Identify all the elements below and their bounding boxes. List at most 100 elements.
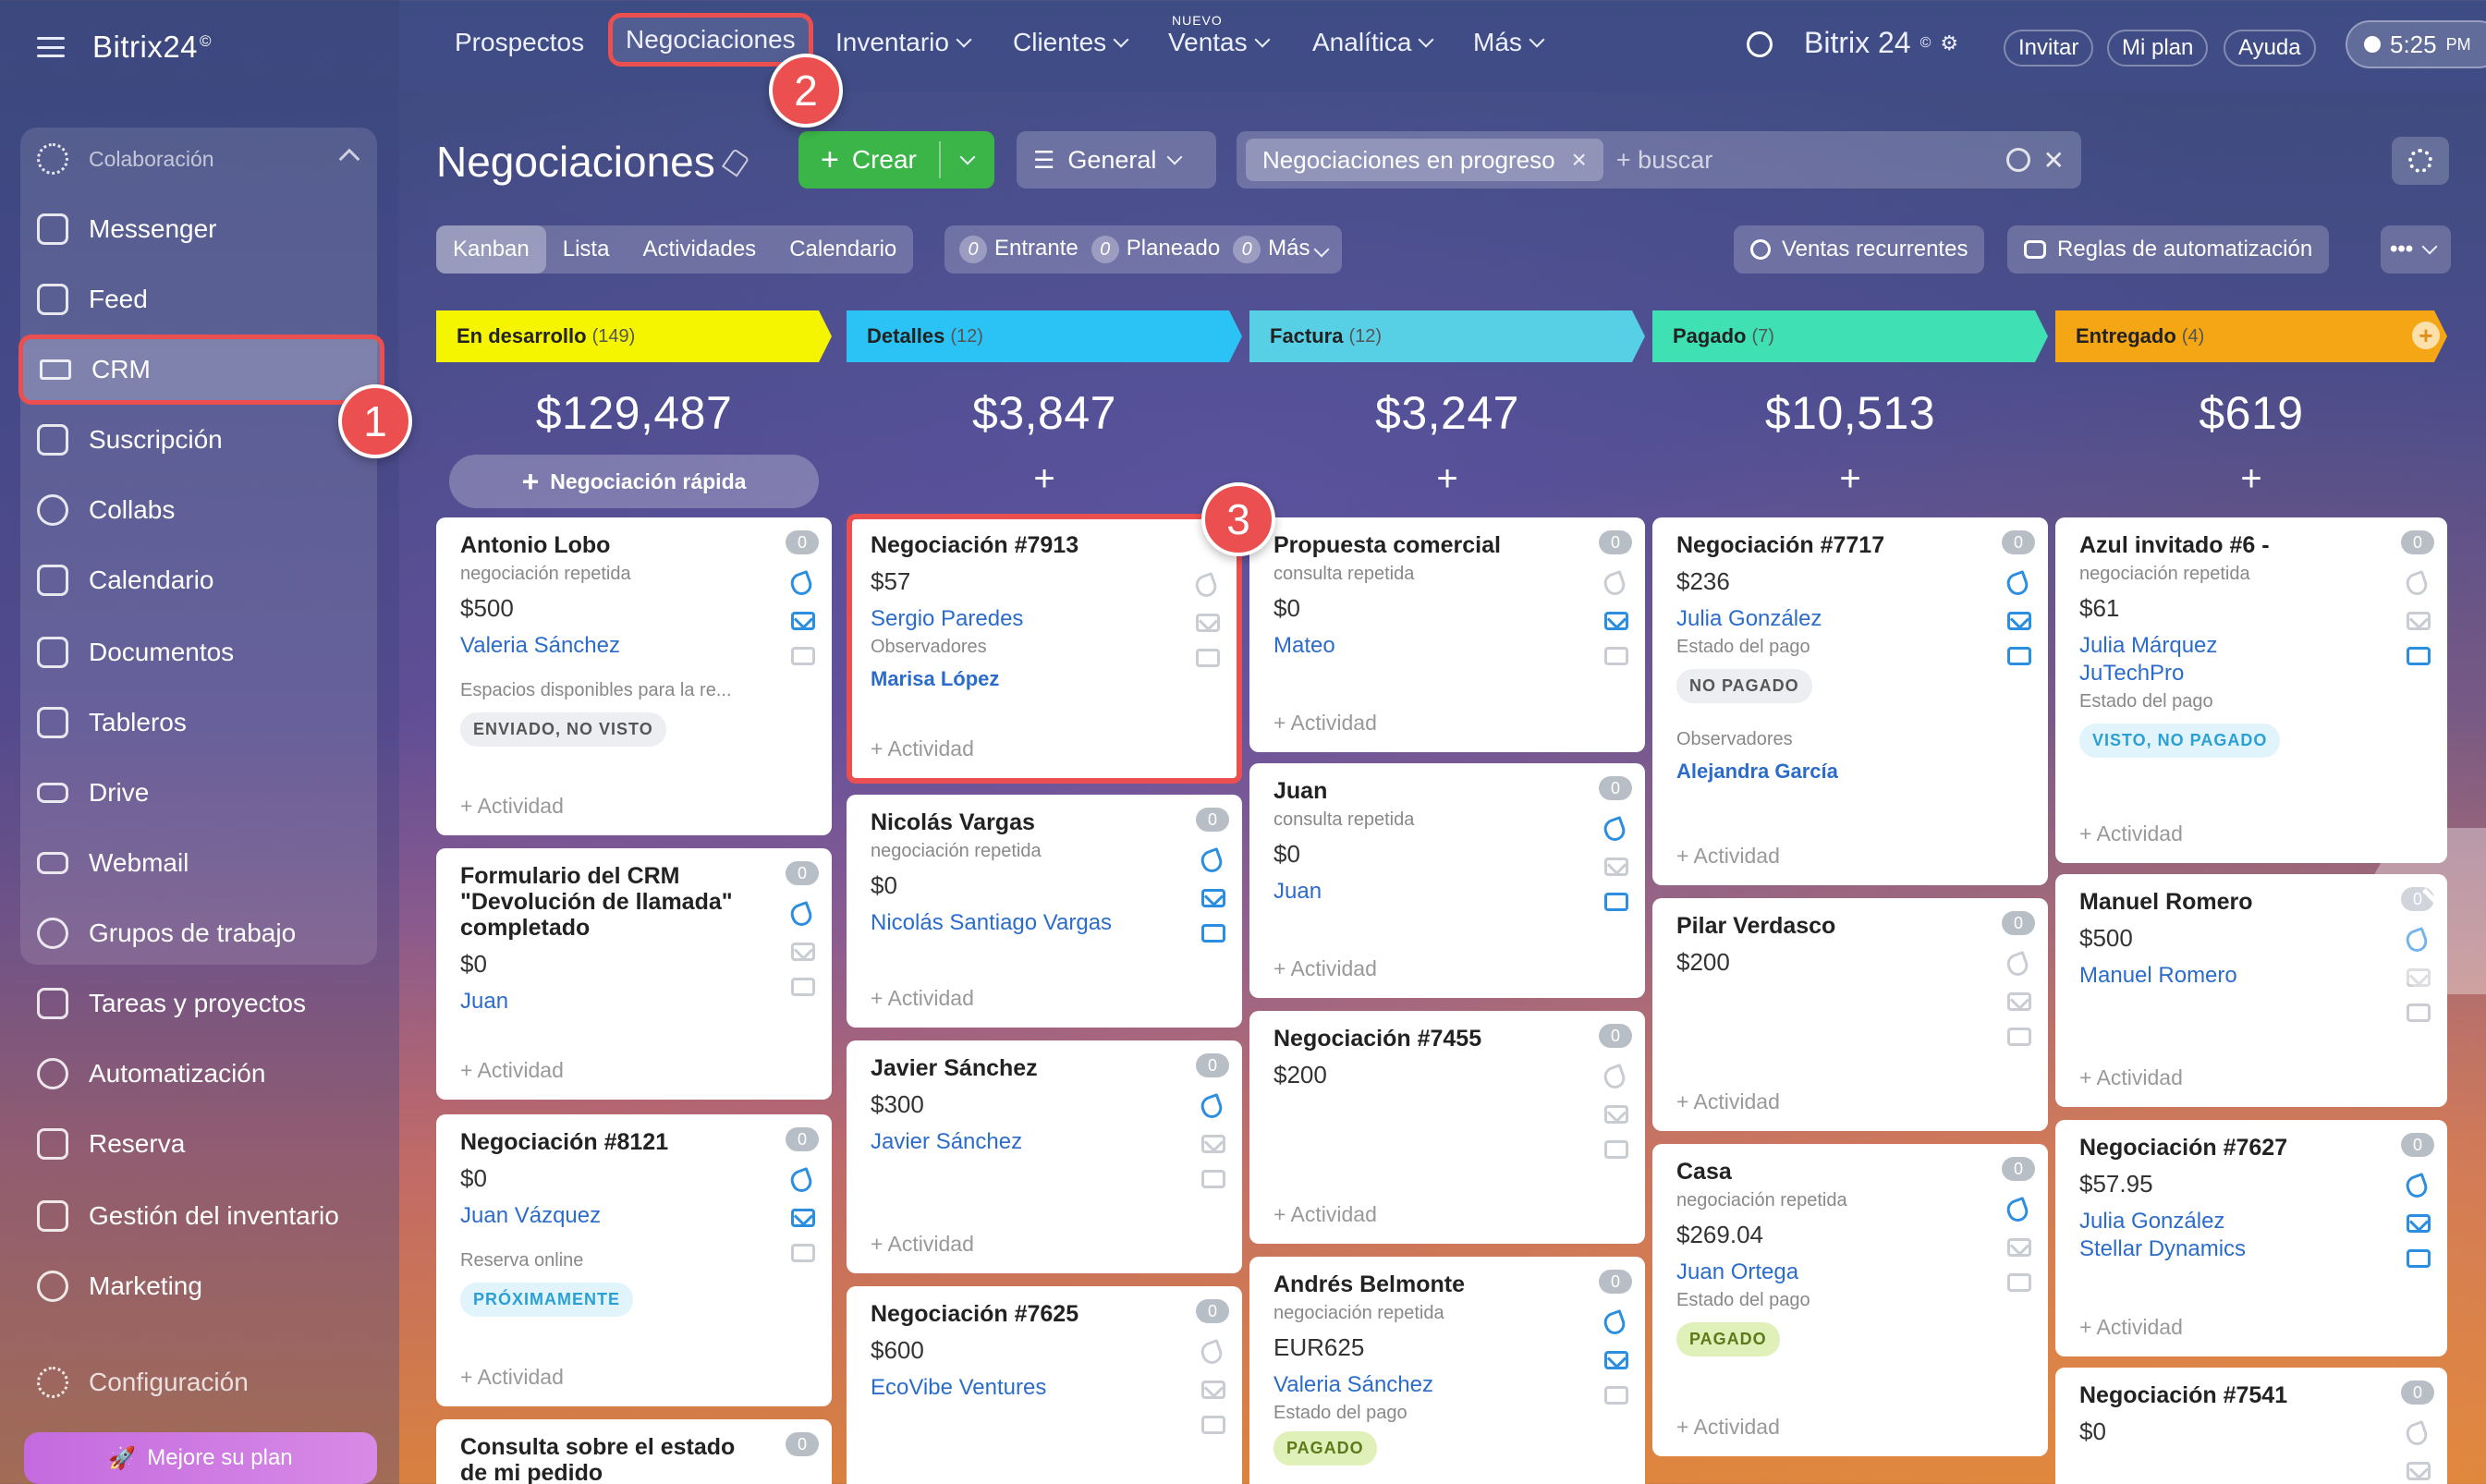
sidebar-item-collabs[interactable]: Collabs <box>20 475 377 545</box>
phone-icon[interactable] <box>1192 571 1220 601</box>
add-activity-link[interactable]: + Actividad <box>2079 821 2183 845</box>
add-deal-button[interactable]: + <box>1436 458 1458 499</box>
phone-icon[interactable] <box>2403 1172 2431 1201</box>
card-title[interactable]: Negociación #7627 <box>2079 1135 2288 1161</box>
phone-icon[interactable] <box>2004 569 2031 599</box>
search-icon[interactable] <box>1747 31 1773 57</box>
card-title[interactable]: Negociación #7625 <box>871 1301 1079 1327</box>
card-title[interactable]: Negociación #7913 <box>871 532 1079 558</box>
card-title[interactable]: Andrés Belmonte <box>1273 1271 1465 1297</box>
deal-card[interactable]: Azul invitado #6 - negociación repetida … <box>2055 517 2447 863</box>
clock-widget[interactable]: 5:25 PM <box>2346 20 2486 68</box>
add-activity-link[interactable]: + Actividad <box>1273 1202 1377 1226</box>
automation-rules-button[interactable]: Reglas de automatización <box>2007 225 2330 274</box>
card-contact-link[interactable]: Sergio Paredes <box>871 606 1024 631</box>
clear-icon[interactable]: ✕ <box>2042 145 2065 175</box>
chat-icon[interactable] <box>1604 647 1628 665</box>
filter-search-bar[interactable]: Negociaciones en progreso × + buscar ✕ <box>1237 131 2081 189</box>
counter-more[interactable]: 0 Más <box>1233 236 1330 264</box>
mail-icon[interactable] <box>1201 889 1225 907</box>
card-title[interactable]: Azul invitado #6 - <box>2079 532 2270 558</box>
sidebar-item-calendar[interactable]: Calendario <box>20 545 377 615</box>
pipeline-selector[interactable]: ☰ General <box>1017 131 1216 189</box>
mail-icon[interactable] <box>791 612 815 630</box>
pin-icon[interactable] <box>721 148 750 177</box>
create-button[interactable]: + Crear <box>798 131 994 189</box>
add-activity-link[interactable]: + Actividad <box>2079 1065 2183 1089</box>
chat-icon[interactable] <box>2007 1028 2031 1046</box>
deal-card[interactable]: Negociación #7625 $600 EcoVibe Ventures … <box>847 1286 1242 1484</box>
chat-icon[interactable] <box>1201 924 1225 943</box>
card-title[interactable]: Negociación #7717 <box>1676 532 1885 558</box>
search-input[interactable]: + buscar <box>1615 145 1713 174</box>
help-button[interactable]: Ayuda <box>2224 30 2316 67</box>
recurring-sales-button[interactable]: Ventas recurrentes <box>1734 225 1985 274</box>
column-header[interactable]: Pagado (7) <box>1652 310 2048 362</box>
phone-icon[interactable] <box>1601 569 1628 599</box>
card-title[interactable]: Formulario del CRM "Devolución de llamad… <box>460 863 733 941</box>
phone-icon[interactable] <box>1198 1338 1225 1368</box>
card-contact-link[interactable]: Juan Vázquez <box>460 1203 602 1228</box>
chat-icon[interactable] <box>2407 1249 2431 1268</box>
chat-icon[interactable] <box>1604 1386 1628 1405</box>
add-activity-link[interactable]: + Actividad <box>460 1058 564 1082</box>
phone-icon[interactable] <box>2403 1419 2431 1449</box>
tab-kanban[interactable]: Kanban <box>436 225 546 274</box>
nav-deals[interactable]: Negociaciones <box>608 13 813 67</box>
phone-icon[interactable] <box>2004 1196 2031 1225</box>
sidebar-item-workgroups[interactable]: Grupos de trabajo <box>20 898 377 968</box>
mail-icon[interactable] <box>1604 858 1628 876</box>
mail-icon[interactable] <box>2407 612 2431 630</box>
add-stage-icon[interactable]: + <box>2412 322 2440 349</box>
card-title[interactable]: Negociación #7455 <box>1273 1026 1482 1052</box>
add-activity-link[interactable]: + Actividad <box>871 1232 974 1256</box>
more-actions-button[interactable]: ••• <box>2381 225 2451 274</box>
search-icon[interactable] <box>2005 148 2030 172</box>
column-header[interactable]: Detalles (12) <box>847 310 1242 362</box>
chat-icon[interactable] <box>2407 647 2431 665</box>
mail-icon[interactable] <box>1604 612 1628 630</box>
card-title[interactable]: Negociación #7541 <box>2079 1382 2288 1408</box>
add-deal-button[interactable]: + <box>1033 458 1055 499</box>
card-company-link[interactable]: Stellar Dynamics <box>2079 1236 2247 1261</box>
sidebar-item-booking[interactable]: Reserva <box>20 1109 377 1179</box>
phone-icon[interactable] <box>1601 1063 1628 1092</box>
create-dropdown[interactable] <box>941 149 994 165</box>
add-activity-link[interactable]: + Actividad <box>460 1365 564 1389</box>
app-logo[interactable]: Bitrix24 © <box>92 30 213 64</box>
column-header[interactable]: En desarrollo (149) <box>436 310 832 362</box>
card-contact-link[interactable]: EcoVibe Ventures <box>871 1375 1047 1400</box>
invite-button[interactable]: Invitar <box>2004 30 2094 67</box>
deal-card[interactable]: Negociación #7627 $57.95 Julia González … <box>2055 1120 2447 1356</box>
mail-icon[interactable] <box>2007 612 2031 630</box>
sidebar-item-boards[interactable]: Tableros <box>20 687 377 758</box>
card-title[interactable]: Antonio Lobo <box>460 532 611 558</box>
column-header[interactable]: Factura (12) <box>1249 310 1645 362</box>
chat-icon[interactable] <box>2407 1004 2431 1022</box>
add-activity-link[interactable]: + Actividad <box>1676 844 1780 868</box>
deal-card[interactable]: Manuel Romero $500 Manuel Romero + Activ… <box>2055 874 2447 1107</box>
deal-card[interactable]: Nicolás Vargas negociación repetida $0 N… <box>847 795 1242 1028</box>
card-contact-link[interactable]: Julia Márquez <box>2079 633 2218 658</box>
card-title[interactable]: Manuel Romero <box>2079 889 2253 915</box>
phone-icon[interactable] <box>1601 1308 1628 1338</box>
nav-analytics[interactable]: Analítica <box>1312 28 1434 57</box>
phone-icon[interactable] <box>2004 950 2031 979</box>
deal-card[interactable]: Javier Sánchez $300 Javier Sánchez + Act… <box>847 1040 1242 1273</box>
phone-icon[interactable] <box>1601 815 1628 845</box>
card-title[interactable]: Casa <box>1676 1159 1732 1185</box>
add-activity-link[interactable]: + Actividad <box>871 736 974 760</box>
add-activity-link[interactable]: + Actividad <box>1273 956 1377 980</box>
sidebar-item-settings[interactable]: Configuración <box>20 1347 377 1417</box>
sidebar-item-drive[interactable]: Drive <box>20 758 377 828</box>
deal-card[interactable]: Juan consulta repetida $0 Juan + Activid… <box>1249 763 1645 998</box>
mail-icon[interactable] <box>1604 1105 1628 1124</box>
nav-more[interactable]: Más <box>1473 28 1545 57</box>
mail-icon[interactable] <box>2007 992 2031 1011</box>
sidebar-item-tasks[interactable]: Tareas y proyectos <box>20 968 377 1039</box>
menu-icon[interactable] <box>37 37 65 57</box>
sidebar-item-inventory[interactable]: Gestión del inventario <box>20 1181 377 1251</box>
mail-icon[interactable] <box>791 1209 815 1227</box>
card-title[interactable]: Consulta sobre el estado de mi pedido <box>460 1434 736 1484</box>
counter-incoming[interactable]: 0 Entrante <box>959 236 1078 264</box>
